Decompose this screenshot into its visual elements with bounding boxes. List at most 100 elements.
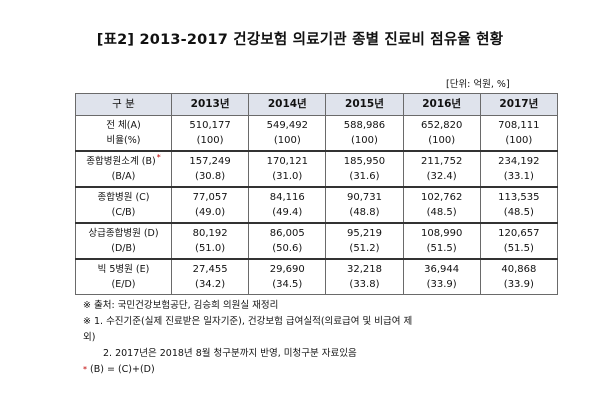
share-ratio: (100) bbox=[196, 135, 224, 146]
cost-value: 90,731 bbox=[346, 192, 382, 203]
share-ratio: (48.5) bbox=[426, 207, 457, 218]
cost-value: 113,535 bbox=[498, 192, 540, 203]
cost-value: 29,690 bbox=[269, 264, 305, 275]
value-cell: 84,116 (49.4) bbox=[248, 186, 327, 224]
share-ratio: (48.8) bbox=[349, 207, 380, 218]
cost-value: 588,986 bbox=[343, 120, 386, 131]
share-ratio: (51.5) bbox=[426, 243, 457, 254]
header-year: 2014년 bbox=[248, 93, 327, 116]
cost-value: 40,868 bbox=[501, 264, 537, 275]
value-cell: 234,192 (33.1) bbox=[479, 150, 558, 188]
cost-value: 27,455 bbox=[192, 264, 228, 275]
row-label: 상급종합병원 (D) (D/B) bbox=[75, 222, 172, 260]
row-label-bottom: (C/B) bbox=[111, 207, 136, 218]
value-cell: 510,177 (100) bbox=[170, 115, 250, 152]
cost-value: 510,177 bbox=[189, 120, 231, 131]
share-ratio: (34.5) bbox=[272, 279, 303, 290]
cost-value: 86,005 bbox=[269, 228, 305, 239]
row-label-bottom: (E/D) bbox=[111, 279, 136, 290]
row-label-top: 상급종합병원 (D) bbox=[88, 228, 159, 239]
value-cell: 185,950 (31.6) bbox=[325, 150, 404, 188]
cost-value: 108,990 bbox=[420, 228, 463, 239]
row-label-top: 전 체(A) bbox=[106, 120, 141, 131]
row-label-bottom: 비율(%) bbox=[106, 135, 141, 146]
footnote: * (B) = (C)+(D) bbox=[83, 362, 553, 378]
share-ratio: (31.0) bbox=[272, 171, 303, 182]
value-cell: 588,986 (100) bbox=[325, 115, 404, 152]
note-1-cont: 외) bbox=[83, 332, 96, 343]
row-label: 빅 5병원 (E) (E/D) bbox=[75, 258, 172, 295]
header-row: 구 분 2013년 2014년 2015년 2016년 2017년 bbox=[75, 93, 558, 116]
value-cell: 120,657 (51.5) bbox=[479, 222, 558, 260]
value-cell: 108,990 (51.5) bbox=[402, 222, 481, 260]
share-ratio: (33.1) bbox=[503, 171, 534, 182]
table-row: 종합병원소계 (B)* (B/A) 157,249 (30.8) 170,121 (31.… bbox=[75, 150, 558, 188]
value-cell: 90,731 (48.8) bbox=[325, 186, 404, 224]
share-ratio: (48.5) bbox=[503, 207, 534, 218]
share-ratio: (100) bbox=[351, 135, 378, 146]
share-ratio: (33.9) bbox=[503, 279, 534, 290]
value-cell: 86,005 (50.6) bbox=[248, 222, 327, 260]
value-cell: 27,455 (34.2) bbox=[170, 258, 250, 295]
share-ratio: (51.2) bbox=[349, 243, 380, 254]
share-ratio: (31.6) bbox=[349, 171, 380, 182]
header-year: 2016년 bbox=[402, 93, 481, 116]
value-cell: 652,820 (100) bbox=[402, 115, 481, 152]
share-ratio: (49.0) bbox=[195, 207, 226, 218]
header-category: 구 분 bbox=[75, 93, 172, 116]
cost-value: 170,121 bbox=[266, 156, 308, 167]
row-label-top: 빅 5병원 (E) bbox=[97, 264, 150, 275]
value-cell: 40,868 (33.9) bbox=[479, 258, 558, 295]
share-ratio: (51.0) bbox=[195, 243, 226, 254]
source-note: ※ 출처: 국민건강보험공단, 김승희 의원실 재정리 bbox=[83, 300, 279, 311]
value-cell: 157,249 (30.8) bbox=[170, 150, 250, 188]
row-label-top: 종합병원소계 (B) bbox=[86, 156, 156, 167]
cost-value: 549,492 bbox=[266, 120, 308, 131]
medical-cost-table: 구 분 2013년 2014년 2015년 2016년 2017년 전 체(A)… bbox=[75, 93, 558, 295]
cost-value: 102,762 bbox=[420, 192, 463, 203]
table-title: [표2] 2013-2017 건강보험 의료기관 종별 진료비 점유율 현황 bbox=[96, 32, 504, 48]
share-ratio: (100) bbox=[273, 135, 301, 146]
cost-value: 211,752 bbox=[420, 156, 463, 167]
value-cell: 708,111 (100) bbox=[479, 115, 558, 152]
row-label-bottom: (D/B) bbox=[111, 243, 136, 254]
note-2: 2. 2017년은 2018년 8월 청구분까지 반영, 미청구분 자료있음 bbox=[103, 348, 357, 359]
cost-value: 32,218 bbox=[346, 264, 382, 275]
row-label: 종합병원 (C) (C/B) bbox=[75, 186, 172, 224]
value-cell: 549,492 (100) bbox=[248, 115, 327, 152]
header-year: 2013년 bbox=[170, 93, 250, 116]
value-cell: 77,057 (49.0) bbox=[170, 186, 250, 224]
cost-value: 95,219 bbox=[346, 228, 382, 239]
footnote-star: * bbox=[83, 365, 87, 374]
cost-value: 36,944 bbox=[424, 264, 460, 275]
cost-value: 120,657 bbox=[498, 228, 540, 239]
share-ratio: (51.5) bbox=[503, 243, 534, 254]
value-cell: 80,192 (51.0) bbox=[170, 222, 250, 260]
header-year: 2015년 bbox=[325, 93, 404, 116]
value-cell: 29,690 (34.5) bbox=[248, 258, 327, 295]
share-ratio: (50.6) bbox=[272, 243, 303, 254]
cost-value: 77,057 bbox=[192, 192, 228, 203]
cost-value: 185,950 bbox=[343, 156, 386, 167]
cost-value: 157,249 bbox=[189, 156, 231, 167]
share-ratio: (100) bbox=[428, 135, 456, 146]
value-cell: 113,535 (48.5) bbox=[479, 186, 558, 224]
table-row: 종합병원 (C) (C/B) 77,057 (49.0) 84,116 (49.4) 90,… bbox=[75, 186, 558, 224]
table-row: 상급종합병원 (D) (D/B) 80,192 (51.0) 86,005 (50.6) 9… bbox=[75, 222, 558, 260]
row-label: 종합병원소계 (B)* (B/A) bbox=[75, 150, 172, 188]
value-cell: 95,219 (51.2) bbox=[325, 222, 404, 260]
value-cell: 170,121 (31.0) bbox=[248, 150, 327, 188]
footnote-marker: * bbox=[156, 153, 161, 162]
notes: ※ 출처: 국민건강보험공단, 김승희 의원실 재정리 ※ 1. 수진기준(실제… bbox=[83, 298, 553, 378]
value-cell: 36,944 (33.9) bbox=[402, 258, 481, 295]
share-ratio: (100) bbox=[505, 135, 533, 146]
table-row: 빅 5병원 (E) (E/D) 27,455 (34.2) 29,690 (34.5) 32… bbox=[75, 258, 558, 295]
value-cell: 211,752 (32.4) bbox=[402, 150, 481, 188]
value-cell: 32,218 (33.8) bbox=[325, 258, 404, 295]
row-label: 전 체(A) 비율(%) bbox=[75, 115, 172, 152]
row-label-bottom: (B/A) bbox=[111, 171, 136, 182]
cost-value: 708,111 bbox=[498, 120, 540, 131]
table-row: 전 체(A) 비율(%) 510,177 (100) 549,492 (100) 588,9… bbox=[75, 115, 558, 152]
share-ratio: (49.4) bbox=[272, 207, 303, 218]
share-ratio: (33.8) bbox=[349, 279, 380, 290]
